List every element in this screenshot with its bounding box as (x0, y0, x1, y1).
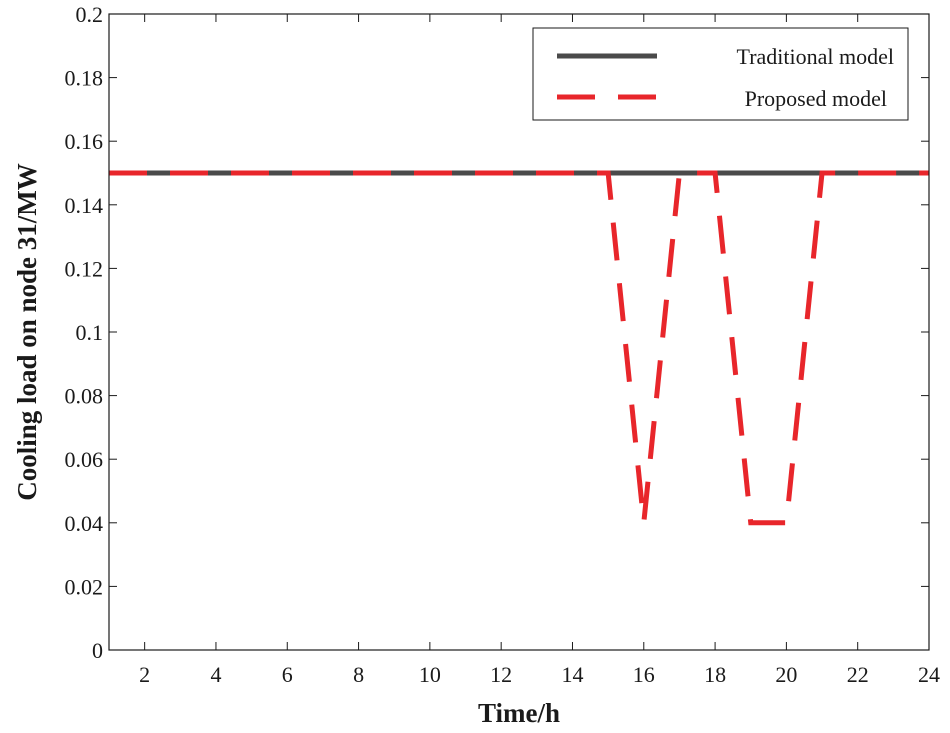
x-tick-label: 6 (282, 662, 293, 687)
legend-box (532, 27, 909, 121)
y-tick-label: 0.18 (65, 66, 104, 91)
legend-label-proposed: Proposed model (745, 86, 887, 111)
y-tick-label: 0.12 (65, 256, 104, 281)
y-tick-label: 0.02 (65, 574, 104, 599)
x-tick-label: 18 (704, 662, 726, 687)
y-tick-label: 0.04 (65, 511, 104, 536)
x-tick-label: 4 (210, 662, 221, 687)
y-tick-label: 0.2 (76, 2, 104, 27)
y-axis-title: Cooling load on node 31/MW (12, 163, 42, 501)
x-tick-label: 12 (490, 662, 512, 687)
y-tick-label: 0.1 (76, 320, 104, 345)
tick-marks (109, 13, 930, 651)
y-tick-label: 0.08 (65, 384, 104, 409)
y-tick-label: 0 (92, 638, 103, 663)
y-tick-label: 0.14 (65, 193, 104, 218)
x-tick-label: 8 (353, 662, 364, 687)
x-tick-label: 24 (918, 662, 940, 687)
tick-labels: 2 4 6 8 10 12 14 16 18 20 22 2400.020.040.060.080.1… (65, 2, 941, 687)
plot-frame (108, 13, 930, 651)
series-line-proposed (109, 170, 929, 526)
legend: Traditional model Proposed model (532, 27, 909, 121)
x-tick-label: 2 (139, 662, 150, 687)
x-tick-label: 20 (775, 662, 797, 687)
x-axis-title: Time/h (478, 698, 560, 728)
y-tick-label: 0.06 (65, 447, 104, 472)
legend-label-traditional: Traditional model (737, 44, 894, 69)
x-tick-label: 14 (561, 662, 583, 687)
y-tick-label: 0.16 (65, 129, 104, 154)
x-tick-label: 10 (419, 662, 441, 687)
x-tick-label: 22 (847, 662, 869, 687)
x-tick-label: 16 (633, 662, 655, 687)
series-layer (109, 170, 929, 526)
